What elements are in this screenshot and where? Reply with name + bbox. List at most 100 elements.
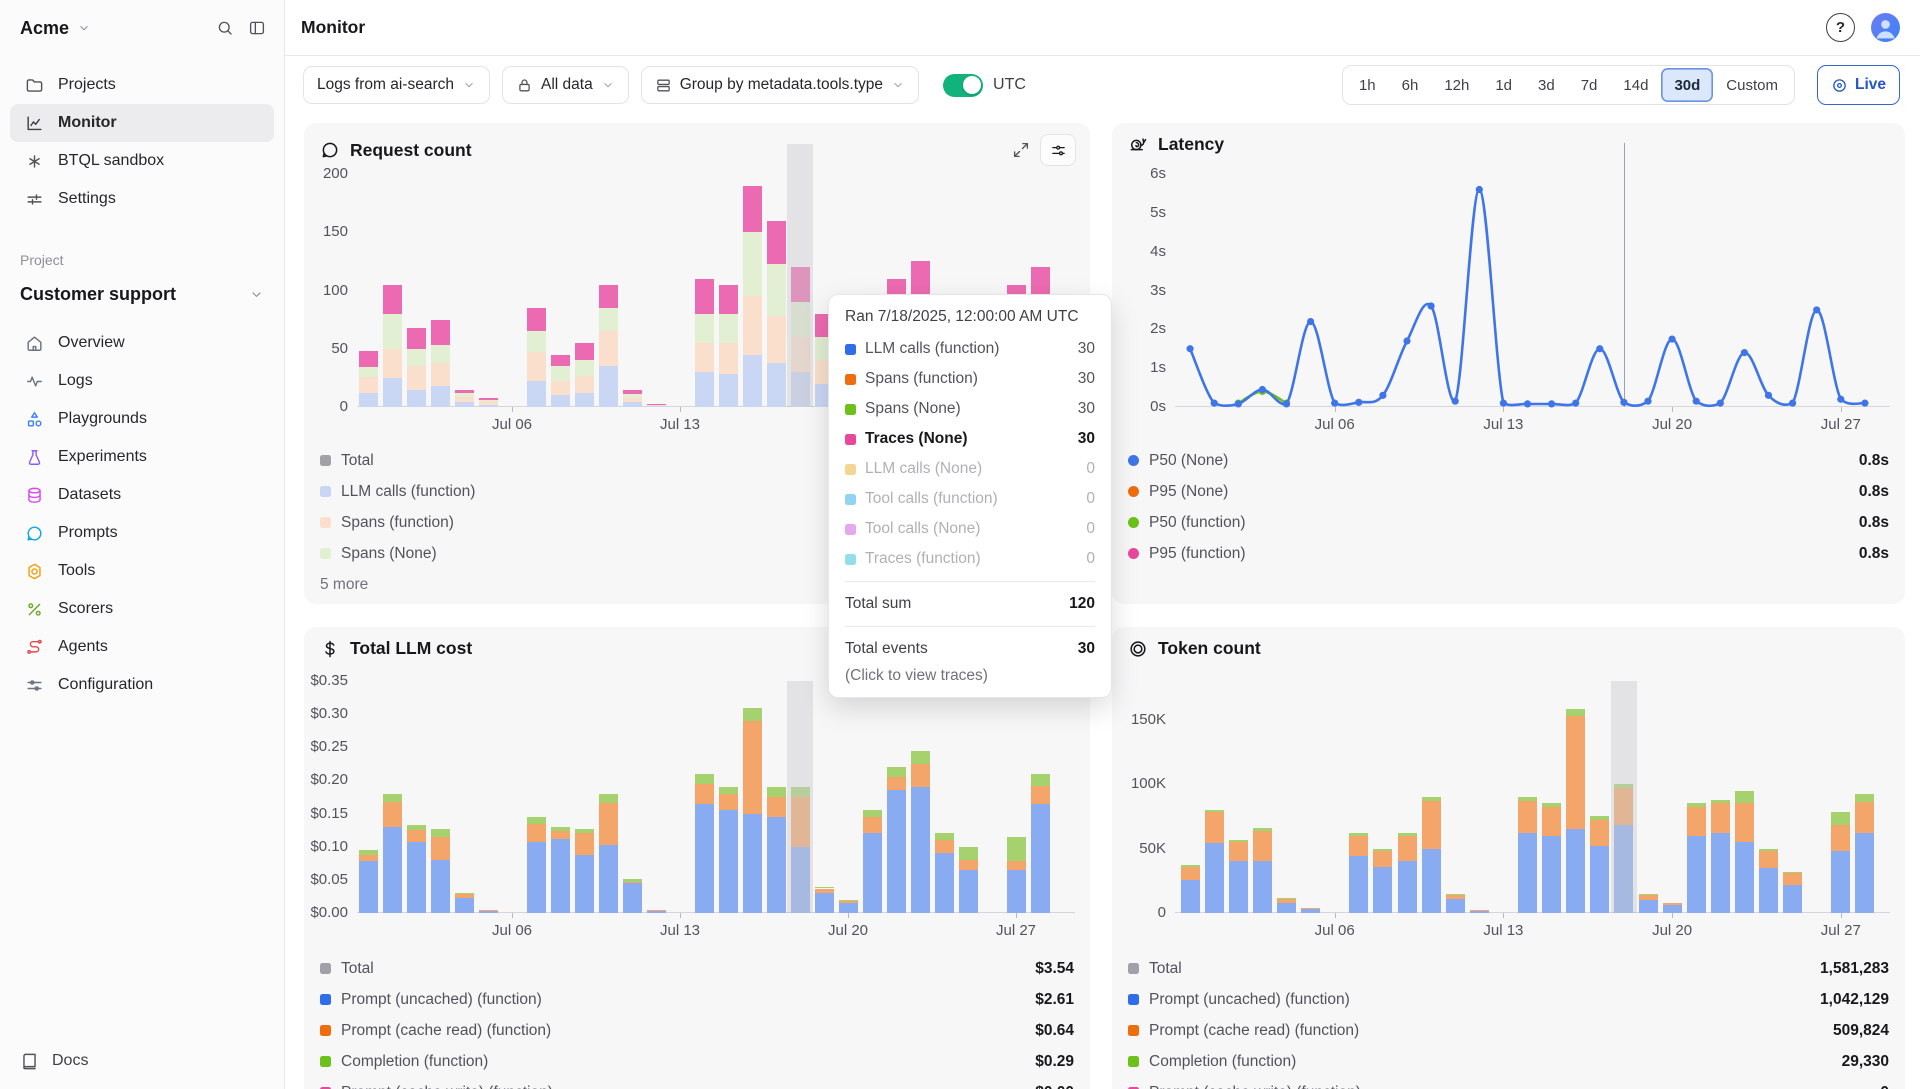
bar-segment (478, 909, 498, 911)
sidebar-item-prompts[interactable]: Prompts (10, 514, 274, 552)
bar-segment (526, 331, 546, 353)
tooltip-row-value: 30 (1077, 430, 1095, 447)
bar-segment (598, 284, 618, 308)
y-axis-label: $0.35 (310, 672, 348, 689)
legend-item[interactable]: Spans (None) (320, 538, 1074, 569)
legend-item[interactable]: Prompt (cache read) (function) $0.64 (320, 1015, 1074, 1046)
y-axis-label: 0s (1150, 398, 1166, 415)
sidebar-item-settings[interactable]: Settings (10, 180, 274, 218)
legend-item[interactable]: P95 (function) 0.8s (1128, 538, 1889, 569)
legend-value: 509,824 (1832, 1021, 1889, 1039)
time-range-1h[interactable]: 1h (1358, 76, 1376, 94)
sidebar-item-tools[interactable]: Tools (10, 552, 274, 590)
sidebar-item-datasets[interactable]: Datasets (10, 476, 274, 514)
latency-legend: P50 (None) 0.8s P95 (None) 0.8s P50 (funct… (1128, 445, 1889, 569)
time-range-3d[interactable]: 3d (1538, 76, 1555, 94)
tooltip-row-label: LLM calls (function) (865, 340, 1000, 357)
bar-segment (1614, 787, 1634, 826)
legend-item[interactable]: Completion (function) 29,330 (1128, 1046, 1889, 1077)
y-axis-label: 0 (1157, 904, 1166, 921)
help-button[interactable]: ? (1826, 13, 1855, 42)
series-swatch (1128, 963, 1139, 974)
search-icon[interactable] (216, 19, 234, 37)
bar-segment (1783, 873, 1803, 885)
time-range-custom[interactable]: Custom (1726, 76, 1778, 94)
time-range-30d[interactable]: 30d (1661, 68, 1714, 102)
bar-segment (550, 354, 570, 367)
tooltip-row-label: Tool calls (None) (865, 520, 981, 537)
bar-segment (838, 903, 858, 913)
time-range-14d[interactable]: 14d (1623, 76, 1649, 94)
legend-more-button[interactable]: 5 more (320, 575, 369, 593)
sidebar-item-projects[interactable]: Projects (10, 66, 274, 104)
expand-icon[interactable] (1012, 141, 1030, 159)
bar-segment (718, 374, 738, 407)
sidebar-item-btql-sandbox[interactable]: BTQL sandbox (10, 142, 274, 180)
legend-label: P50 (None) (1149, 451, 1229, 469)
sidebar-item-monitor[interactable]: Monitor (10, 104, 274, 142)
time-range-7d[interactable]: 7d (1580, 76, 1598, 94)
series-swatch (845, 523, 856, 535)
bar-segment (694, 278, 714, 314)
sidebar-project-nav: Overview Logs Playgrounds Experiments Da… (0, 324, 284, 704)
sidebar-item-overview[interactable]: Overview (10, 324, 274, 362)
legend-item[interactable]: P50 (function) 0.8s (1128, 507, 1889, 538)
bar-segment (622, 881, 642, 884)
legend-item[interactable]: Prompt (cache read) (function) 509,824 (1128, 1015, 1889, 1046)
legend-item[interactable]: Completion (function) $0.29 (320, 1046, 1074, 1077)
bar-segment (1662, 902, 1682, 906)
sidebar-item-scorers[interactable]: Scorers (10, 590, 274, 628)
legend-item[interactable]: Total (320, 445, 1074, 476)
sliders-icon (1050, 142, 1067, 159)
time-range-6h[interactable]: 6h (1401, 76, 1419, 94)
sidebar-item-logs[interactable]: Logs (10, 362, 274, 400)
legend-item[interactable]: P50 (None) 0.8s (1128, 445, 1889, 476)
legend-item[interactable]: Prompt (uncached) (function) 1,042,129 (1128, 984, 1889, 1015)
bar-segment (958, 846, 978, 860)
bar-segment (790, 302, 810, 338)
legend-item[interactable]: Total 1,581,283 (1128, 953, 1889, 984)
avatar[interactable] (1871, 13, 1900, 42)
sidebar-item-experiments[interactable]: Experiments (10, 438, 274, 476)
legend-value: 1,042,129 (1820, 990, 1889, 1008)
sidebar-item-docs[interactable]: Docs (10, 1043, 98, 1079)
legend-item[interactable]: Prompt (cache write) (function) $0.00 (320, 1077, 1074, 1089)
sidebar-item-agents[interactable]: Agents (10, 628, 274, 666)
bar-segment (1710, 803, 1730, 834)
bar-segment (550, 381, 570, 396)
filter-pill-1[interactable]: All data (501, 66, 629, 104)
filter-pill-0[interactable]: Logs from ai-search (303, 66, 490, 104)
y-axis-label: 150K (1130, 710, 1166, 728)
bar-segment (1542, 807, 1562, 836)
filter-pill-2[interactable]: Group by metadata.tools.type (640, 66, 920, 104)
utc-toggle[interactable]: UTC (943, 73, 1026, 97)
sidebar-item-playgrounds[interactable]: Playgrounds (10, 400, 274, 438)
y-axis-label: $0.15 (310, 804, 348, 822)
legend-item[interactable]: P95 (None) 0.8s (1128, 476, 1889, 507)
org-switcher[interactable]: Acme (20, 18, 91, 39)
bar-segment (1204, 809, 1224, 813)
sidebar-toggle-icon[interactable] (248, 19, 266, 37)
y-axis-label: 100 (322, 281, 348, 299)
legend-item[interactable]: LLM calls (function) (320, 476, 1074, 507)
x-axis-label: Jul 20 (1652, 922, 1693, 939)
bar-segment (1252, 861, 1272, 913)
time-range-1d[interactable]: 1d (1495, 76, 1513, 94)
sidebar-item-configuration[interactable]: Configuration (10, 666, 274, 704)
legend-item[interactable]: Spans (function) (320, 507, 1074, 538)
bar-segment (1734, 842, 1754, 913)
series-swatch (845, 343, 856, 355)
bar-segment (718, 342, 738, 375)
bar-segment (622, 878, 642, 882)
legend-item[interactable]: Prompt (uncached) (function) $2.61 (320, 984, 1074, 1015)
bar-segment (862, 810, 882, 817)
legend-item[interactable]: Total $3.54 (320, 953, 1074, 984)
bar-segment (1783, 884, 1803, 913)
live-button[interactable]: Live (1816, 65, 1900, 105)
toggle-switch[interactable] (943, 73, 984, 97)
legend-item[interactable]: Prompt (cache write) (function) 0 (1128, 1077, 1889, 1089)
time-range-12h[interactable]: 12h (1444, 76, 1470, 94)
chart-settings-button[interactable] (1040, 134, 1076, 166)
project-switcher[interactable]: Customer support (10, 274, 274, 314)
bar-segment (1397, 861, 1417, 913)
